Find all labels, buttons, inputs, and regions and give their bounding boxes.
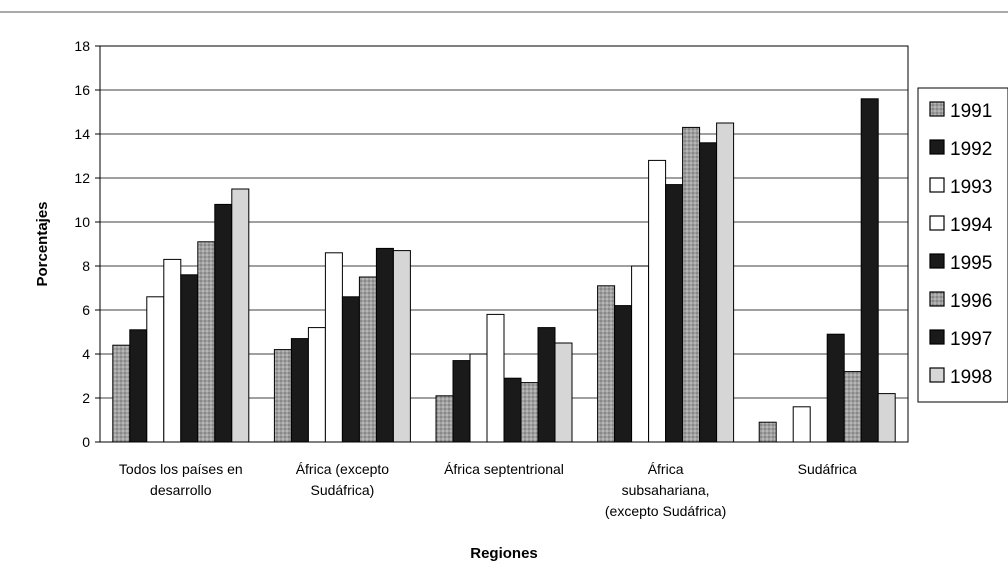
bar-1996-cat0 bbox=[197, 241, 216, 443]
bar-1993-cat2 bbox=[469, 353, 488, 443]
bar-1997-cat3 bbox=[699, 142, 718, 443]
bar-1993-cat3 bbox=[631, 265, 650, 443]
x-category-label-line: África septentrional bbox=[444, 461, 564, 477]
bar-1995-cat1 bbox=[341, 296, 360, 443]
bar-1995-cat3 bbox=[665, 184, 684, 443]
bar-1993-cat1 bbox=[307, 327, 326, 443]
bar-1991-cat2 bbox=[435, 395, 454, 443]
x-category-label-line: Sudáfrica) bbox=[310, 482, 374, 498]
y-axis-title: Porcentajes bbox=[34, 201, 51, 286]
x-category-label: África (excepto Sudáfrica) bbox=[296, 461, 390, 498]
legend-swatch-1992 bbox=[929, 139, 945, 155]
y-tick-label: 18 bbox=[74, 38, 90, 54]
legend-label-1992: 1992 bbox=[950, 139, 992, 160]
bar-1997-cat2 bbox=[537, 327, 556, 443]
legend-swatch-1996 bbox=[929, 291, 945, 307]
bar-1993-cat0 bbox=[146, 296, 165, 443]
bar-1998-cat4 bbox=[877, 393, 896, 443]
x-category-label-line: Todos los países en bbox=[119, 461, 243, 477]
y-tick-label: 10 bbox=[74, 214, 90, 230]
legend-box bbox=[917, 87, 1008, 403]
legend-swatch-1991 bbox=[929, 101, 945, 117]
y-tick-label: 2 bbox=[82, 390, 90, 406]
y-axis-ticks: 0 2 4 6 8 10 12 14 16 18 bbox=[74, 38, 100, 450]
bar-1996-cat2 bbox=[520, 382, 539, 443]
bars bbox=[112, 98, 896, 443]
x-category-label: Todos los países en desarrollo bbox=[119, 461, 243, 498]
bar-1994-cat1 bbox=[324, 252, 343, 443]
x-axis-labels: Todos los países en desarrollo África (exc… bbox=[119, 461, 857, 519]
y-tick-label: 16 bbox=[74, 82, 90, 98]
bar-1994-cat3 bbox=[648, 159, 667, 443]
y-tick-label: 12 bbox=[74, 170, 90, 186]
y-tick-label: 6 bbox=[82, 302, 90, 318]
x-category-label-line: desarrollo bbox=[150, 482, 212, 498]
legend-swatch-1998 bbox=[929, 367, 945, 383]
legend: 1991 1992 1993 1994 1995 1996 1997 1998 bbox=[929, 101, 993, 388]
bar-1992-cat3 bbox=[614, 305, 633, 443]
legend-label-1991: 1991 bbox=[950, 101, 992, 122]
bar-1997-cat4 bbox=[860, 98, 879, 443]
bar-1998-cat1 bbox=[392, 250, 411, 443]
y-tick-label: 8 bbox=[82, 258, 90, 274]
legend-label-1993: 1993 bbox=[950, 177, 992, 198]
x-category-label-line: (excepto Sudáfrica) bbox=[605, 503, 726, 519]
bar-1995-cat0 bbox=[180, 274, 199, 443]
bar-1991-cat4 bbox=[758, 421, 777, 443]
legend-swatch-1995 bbox=[929, 253, 945, 269]
bar-1993-cat4 bbox=[792, 406, 811, 443]
legend-label-1997: 1997 bbox=[950, 329, 992, 350]
x-category-label-line: África bbox=[648, 461, 684, 477]
legend-label-1994: 1994 bbox=[950, 215, 993, 236]
bar-1994-cat0 bbox=[163, 258, 182, 443]
bar-1991-cat0 bbox=[112, 344, 131, 443]
x-category-label-line: África (excepto bbox=[296, 461, 390, 477]
bar-1997-cat1 bbox=[375, 247, 394, 443]
bar-1992-cat2 bbox=[452, 360, 471, 443]
bar-1992-cat1 bbox=[290, 338, 309, 443]
bar-1992-cat0 bbox=[129, 329, 148, 443]
x-category-label-line: subsahariana, bbox=[622, 482, 710, 498]
legend-label-1998: 1998 bbox=[950, 367, 992, 388]
legend-swatch-1994 bbox=[929, 215, 945, 231]
legend-swatch-1993 bbox=[929, 177, 945, 193]
bar-1994-cat2 bbox=[486, 313, 505, 443]
bar-1997-cat0 bbox=[214, 203, 233, 443]
bar-1998-cat0 bbox=[231, 188, 250, 443]
x-category-label: África subsahariana, (excepto Sudáfrica) bbox=[605, 461, 726, 519]
bar-1996-cat1 bbox=[358, 276, 377, 443]
bar-1991-cat1 bbox=[273, 349, 292, 443]
x-category-label-line: Sudáfrica bbox=[798, 461, 857, 477]
bar-1996-cat3 bbox=[682, 126, 701, 443]
bar-1998-cat3 bbox=[716, 122, 735, 443]
x-category-label: Sudáfrica bbox=[798, 461, 857, 477]
bar-1991-cat3 bbox=[597, 285, 616, 443]
y-tick-label: 4 bbox=[82, 346, 90, 362]
bar-1995-cat4 bbox=[826, 333, 845, 443]
legend-label-1996: 1996 bbox=[950, 291, 992, 312]
y-tick-label: 14 bbox=[74, 126, 90, 142]
legend-label-1995: 1995 bbox=[950, 253, 992, 274]
bar-1995-cat2 bbox=[503, 377, 522, 443]
x-axis-title: Regiones bbox=[470, 545, 538, 562]
bar-1998-cat2 bbox=[554, 342, 573, 443]
legend-swatch-1997 bbox=[929, 329, 945, 345]
y-tick-label: 0 bbox=[82, 434, 90, 450]
x-category-label: África septentrional bbox=[444, 461, 564, 477]
bar-1996-cat4 bbox=[843, 371, 862, 443]
